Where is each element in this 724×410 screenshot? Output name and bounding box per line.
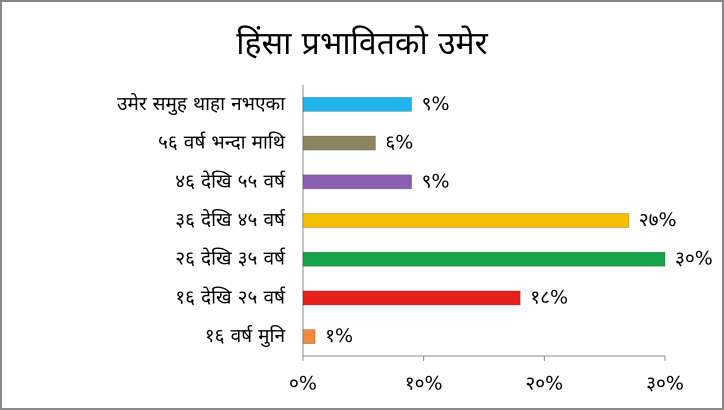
bar [302,96,412,112]
bar [302,135,376,151]
x-tick-label: २०% [525,373,563,395]
bar [302,251,666,267]
x-tick-label: ३०% [646,373,684,395]
data-label: १८% [530,286,568,308]
data-label: ९% [422,93,450,115]
data-label: १% [325,325,353,347]
bar [302,213,630,228]
data-label: ६% [385,132,413,154]
bar [302,290,521,306]
y-tick-label: २६ देखि ३५ वर्ष [175,247,286,270]
y-tick-label: उमेर समुह थाहा नभएका [117,92,286,116]
bar [302,329,316,345]
y-tick-label: ५६ वर्ष भन्दा माथि [158,131,286,154]
data-label: ३०% [675,248,713,270]
y-tick-label: १६ वर्ष मुनि [205,324,286,348]
x-tick-label: ०% [289,373,317,395]
y-tick-label: १६ देखि २५ वर्ष [175,285,286,308]
y-tick-label: ३६ देखि ४५ वर्ष [175,208,286,231]
bar [302,174,412,190]
data-label: ९% [422,170,450,192]
data-label: २७% [639,209,677,231]
x-tick-label: १०% [405,373,443,395]
chart-title: हिंसा प्रभावितको उमेर [236,24,488,62]
y-tick-label: ४६ देखि ५५ वर्ष [175,169,286,192]
